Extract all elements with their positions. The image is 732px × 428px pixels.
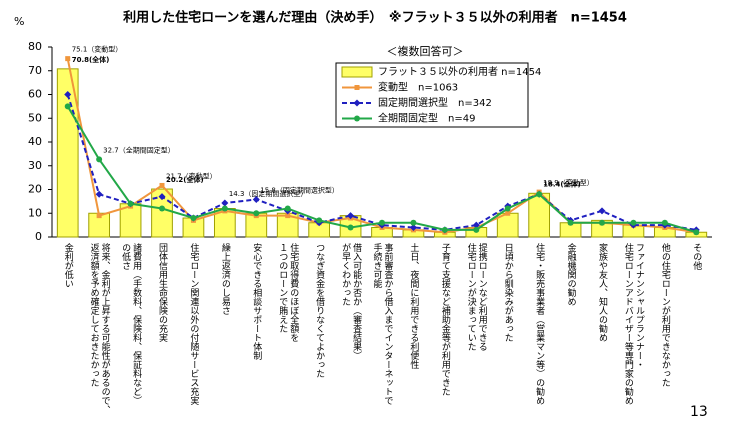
y-tick-label: 70 [28, 64, 42, 77]
marker [96, 156, 103, 163]
marker [409, 224, 417, 231]
marker [190, 215, 197, 221]
y-tick-label: 40 [28, 135, 42, 148]
marker [441, 226, 448, 233]
marker [159, 182, 165, 188]
legend-label: 固定期間選択型 n=342 [378, 96, 492, 109]
x-tick-label: が早くわかった [340, 242, 351, 306]
x-tick-label: の低さ [120, 243, 131, 270]
x-tick-label: 土日、夜間に利用できる利便性 [408, 242, 419, 370]
marker [379, 219, 385, 226]
value-label: 75.1（変動型） [72, 45, 123, 54]
legend-label: 変動型 n=1063 [378, 81, 458, 94]
x-tick-label: 借入可能か否か（審査結果） [351, 242, 362, 360]
legend-marker [353, 99, 361, 107]
x-tick-label: 繰上返済のし易さ [220, 242, 231, 315]
chart-title: 利用した住宅ローンを選んだ理由（決め手） ※フラット３５以外の利用者 n=145… [123, 10, 627, 26]
x-tick-label: つなぎ資金を借りなくてよかった [314, 243, 325, 378]
y-unit: % [14, 15, 24, 28]
y-tick-label: 0 [35, 230, 42, 243]
marker [64, 103, 71, 110]
marker [693, 229, 700, 236]
page-number: 13 [690, 404, 708, 420]
x-tick-label: その他 [691, 243, 702, 271]
marker [599, 219, 605, 226]
marker [252, 195, 260, 203]
marker [65, 56, 71, 62]
marker [473, 226, 480, 233]
marker [64, 91, 72, 98]
x-tick-label: 金利が低い [63, 242, 74, 288]
x-tick-label: 提携ローンなど利用できる [477, 243, 488, 351]
marker [410, 219, 417, 226]
marker [472, 221, 480, 229]
x-tick-label: 諸費用（手数料、保険料、保証料など） [131, 242, 142, 405]
x-tick-label: 住宅・販売事業者（営業マン等）の勧め [534, 242, 545, 405]
value-label: 18.4(全体) [543, 179, 581, 188]
marker [221, 205, 228, 212]
value-label: 70.8(全体) [72, 55, 110, 64]
x-tick-label: 金融機関の勧め [566, 242, 577, 306]
x-tick-label: 返済額を予め確定しておきたかった [89, 242, 100, 387]
x-tick-label: 手続き可能 [372, 242, 383, 289]
marker [316, 217, 323, 224]
x-tick-label: ファイナンシャルプランナー・ [634, 243, 645, 369]
value-label: 18.9（変動型） [543, 178, 594, 187]
value-label: 15.8（固定期間選択型） [260, 185, 339, 194]
marker [158, 193, 166, 201]
x-tick-label: 安心できる相談サポート体制 [251, 242, 262, 360]
x-tick-label: 日頃から馴染みがあった [503, 243, 514, 342]
marker [661, 219, 668, 226]
legend-marker [354, 85, 360, 90]
marker [567, 219, 574, 226]
y-tick-label: 80 [28, 40, 42, 53]
marker [96, 213, 102, 219]
legend-label: フラット３５以外の利用者 n=1454 [378, 66, 541, 78]
x-tick-label: 住宅ローン関連以外の付随サービス充実 [188, 242, 199, 406]
value-label: 20.2(全体) [166, 175, 204, 184]
marker [221, 199, 229, 207]
marker [504, 205, 511, 212]
x-tick-label: 家族や友人、知人の勧め [597, 242, 608, 342]
x-tick-label: 事前審査から借入までインターネットで [383, 242, 394, 405]
value-label: 21.7（変動型） [166, 171, 217, 180]
x-tick-label: １つのローンで賄えた [277, 243, 288, 333]
value-label: 14.3（固定期間選択型） [229, 189, 308, 198]
y-tick-label: 10 [28, 206, 42, 219]
x-tick-label: 他の住宅ローンが利用できなかった [660, 242, 671, 387]
marker [536, 191, 543, 198]
marker [285, 213, 291, 219]
marker [284, 205, 291, 212]
legend-label: 全期間固定型 n=49 [378, 112, 475, 125]
value-label: 32.7（全期間固定型） [103, 145, 175, 154]
marker [95, 190, 103, 198]
y-tick-label: 50 [28, 111, 42, 124]
y-tick-label: 30 [28, 159, 42, 172]
x-tick-label: 団体信用生命保険の充実 [157, 243, 168, 343]
x-tick-label: 子育て支援など補助金等が利用できた [440, 243, 451, 396]
x-tick-label: 住宅取得費のほぼ全額を [288, 242, 299, 342]
marker [505, 210, 511, 216]
x-tick-label: 将来、金利が上昇する可能性があるので、 [100, 243, 111, 414]
marker [347, 224, 354, 231]
marker [598, 207, 606, 215]
y-tick-label: 20 [28, 183, 42, 196]
marker [630, 219, 637, 226]
line [66, 94, 697, 231]
annotation: ＜複数回答可＞ [387, 44, 464, 58]
x-tick-label: 住宅ローンアドバイザー等専門家の勧め [623, 242, 634, 405]
legend-swatch [341, 66, 373, 78]
x-tick-label: 住宅ローンが決まっていた [466, 242, 477, 351]
marker [253, 210, 260, 217]
legend-marker [354, 115, 360, 122]
marker [127, 200, 134, 207]
marker [159, 205, 165, 212]
marker [347, 212, 355, 220]
y-tick-label: 60 [28, 88, 42, 101]
